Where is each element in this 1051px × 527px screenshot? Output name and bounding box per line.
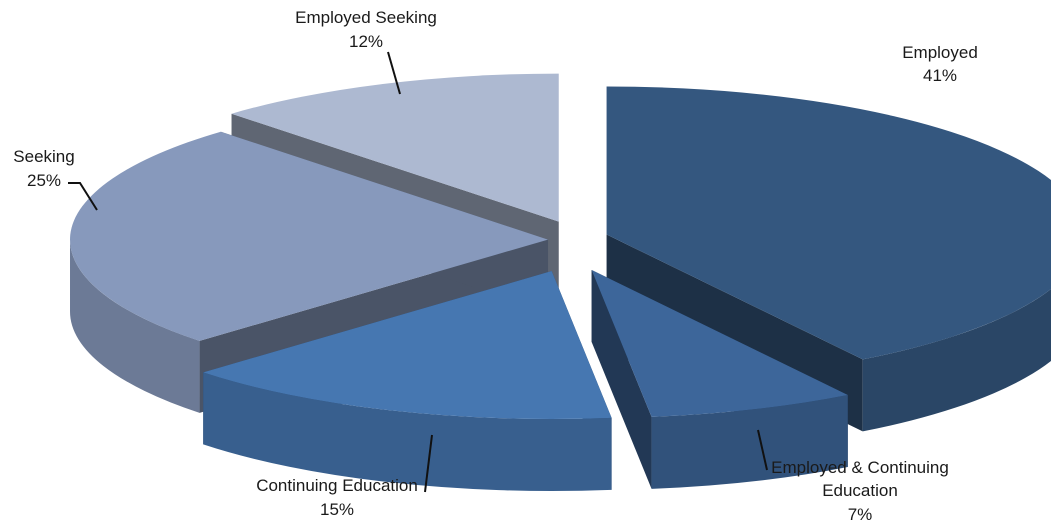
label-employed-continuing-line1: Employed & Continuing [771, 458, 949, 477]
slice-rim [651, 394, 848, 489]
label-employed-value: 41% [923, 66, 957, 85]
slice-rim [70, 239, 200, 413]
pie-slices [70, 73, 1051, 492]
label-employed-seeking-name: Employed Seeking [295, 8, 437, 27]
slice-cut-face [591, 270, 652, 489]
slice-top [203, 271, 612, 420]
leader-line-continuing-education [424, 434, 433, 493]
label-employed-continuing-value: 7% [848, 505, 873, 524]
label-employed-seeking-value: 12% [349, 32, 383, 51]
data-labels: Employed 41% Employed & Continuing Educa… [13, 8, 978, 524]
slice-rim [203, 372, 612, 492]
label-seeking-name: Seeking [13, 147, 74, 166]
leader-line-employed-continuing-education [757, 429, 768, 471]
label-continuing-education-value: 15% [320, 500, 354, 519]
slice-rim [862, 288, 1051, 432]
label-continuing-education-name: Continuing Education [256, 476, 418, 495]
label-employed-continuing-line2: Education [822, 481, 898, 500]
leader-line-employed-seeking [387, 51, 401, 95]
slice-top [70, 131, 549, 341]
label-seeking-value: 25% [27, 171, 61, 190]
slice-employed-continuing-education [591, 270, 848, 489]
slice-top [231, 73, 559, 222]
leader-lines [68, 51, 768, 493]
slice-top [606, 86, 1051, 360]
slice-top [591, 270, 848, 417]
leader-line-seeking [68, 182, 98, 211]
slice-continuing-education [203, 271, 612, 492]
label-employed-name: Employed [902, 43, 978, 62]
